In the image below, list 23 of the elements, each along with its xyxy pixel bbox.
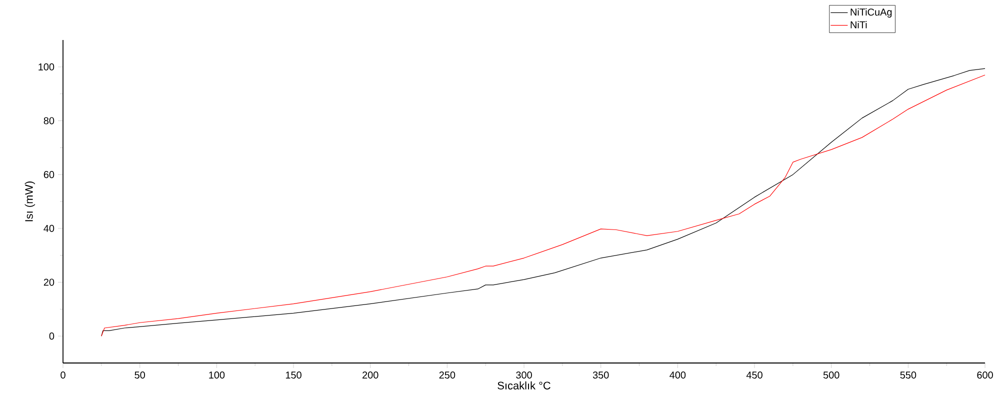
x-tick-label: 200 [362,372,378,379]
x-tick-label: 400 [670,372,686,379]
legend-label: NiTiCuAg [850,8,892,18]
x-tick-label: 300 [516,372,532,379]
x-tick-label: 100 [209,372,225,379]
x-axis-title: Sıcaklık °C [498,381,550,390]
x-tick-label: 350 [592,372,609,379]
y-tick-label: 80 [44,117,54,124]
y-axis-title: Isı (mW) [24,181,36,222]
x-tick-label: 50 [134,372,145,379]
x-tick-label: 450 [746,372,762,379]
x-tick-label: 550 [900,372,916,379]
x-tick-label: 500 [823,372,840,379]
y-tick-label: 60 [44,171,54,178]
y-tick-label: 0 [49,332,54,340]
legend-label: NiTi [850,21,867,28]
x-tick-label: 600 [977,372,993,379]
y-tick-label: 40 [44,224,54,232]
y-tick-label: 100 [38,63,54,70]
x-tick-label: 150 [286,372,302,379]
y-tick-label: 20 [44,278,54,286]
x-tick-label: 250 [439,372,456,379]
x-tick-label: 0 [60,372,66,379]
